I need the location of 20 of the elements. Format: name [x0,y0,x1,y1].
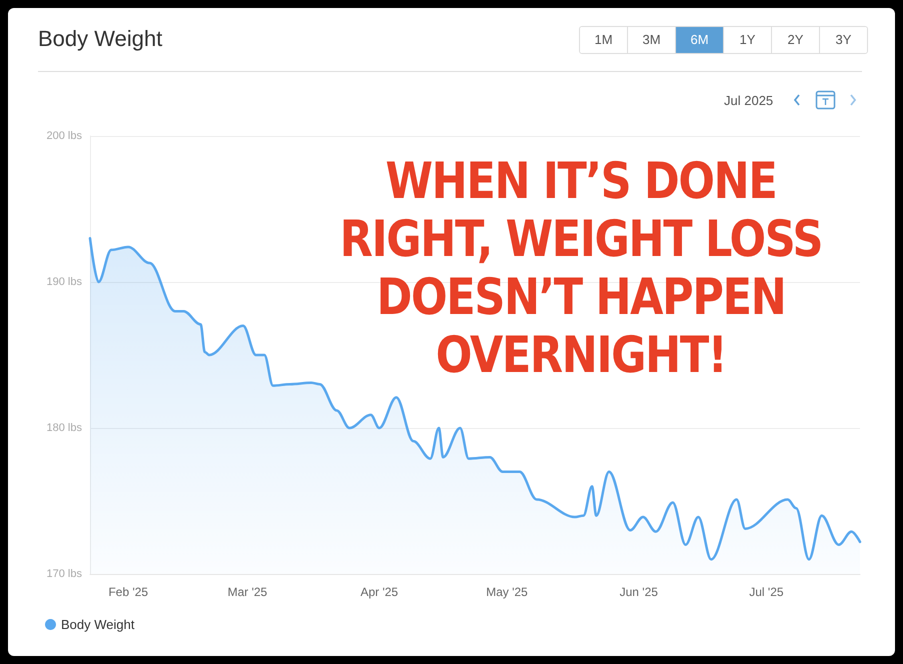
text: Jul 2025 [724,93,774,108]
y-tick-label: 190 lbs [46,276,82,288]
text: 6M [675,27,723,53]
x-tick-label: Feb '25 [108,585,148,599]
annotation: WHEN IT’S DONE RIGHT, WEIGHT LOSS DOESN’T HAPPEN OVERNIGHT! [338,152,824,384]
text: 2Y [771,27,819,53]
x-tick-label: Jun '25 [620,585,658,599]
text: 1Y [723,27,771,53]
x-tick-label: Mar '25 [228,585,268,599]
text: 1M [580,27,627,53]
x-tick-label: Apr '25 [360,585,398,599]
y-tick-label: 180 lbs [46,422,82,434]
text: 3Y [819,27,867,53]
y-tick-label: 170 lbs [46,568,82,580]
y-tick-label: 200 lbs [46,130,82,142]
x-tick-label: May '25 [486,585,528,599]
text: 3M [627,27,675,53]
legend-label: Body Weight [61,617,135,632]
chart-title: Body Weight [38,26,162,52]
x-tick-label: Jul '25 [749,585,784,599]
